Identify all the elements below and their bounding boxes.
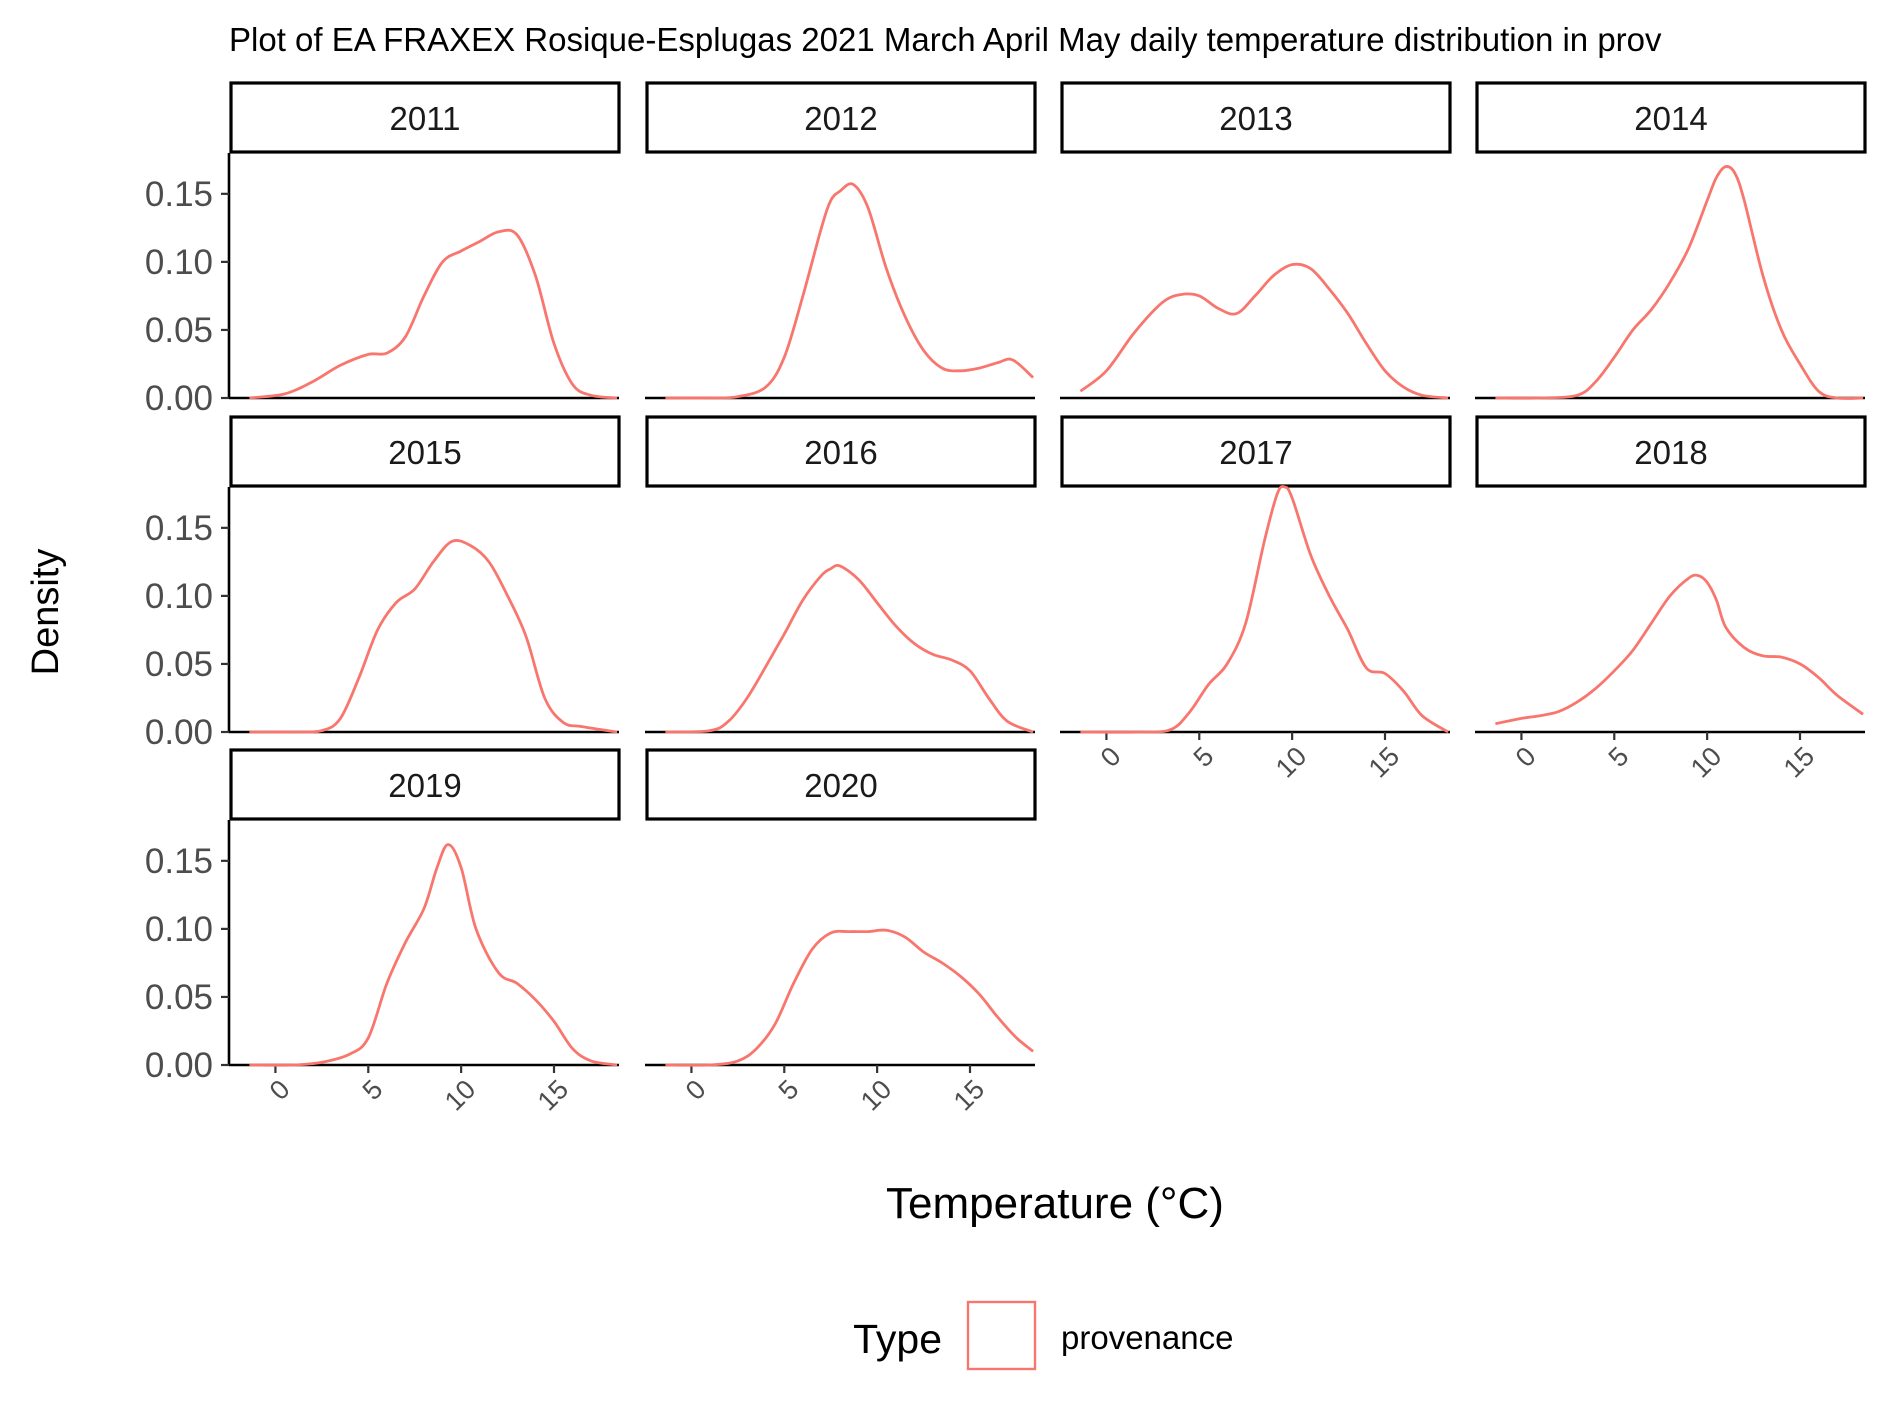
density-line-2014 bbox=[1495, 165, 1864, 400]
x-tick-label: 10 bbox=[439, 1074, 481, 1116]
facet-strip-label: 2011 bbox=[390, 100, 461, 137]
facet-strip-label: 2017 bbox=[1219, 434, 1292, 471]
density-line-2020 bbox=[665, 928, 1035, 1067]
x-tick-label: 5 bbox=[357, 1074, 389, 1106]
facet-strip bbox=[229, 748, 621, 821]
facet-panel-2016: 2016 bbox=[645, 415, 1037, 734]
facet-strip-label: 2013 bbox=[1219, 100, 1292, 137]
facet-strip-label: 2019 bbox=[388, 767, 461, 804]
y-tick-label: 0.15 bbox=[145, 509, 213, 548]
facet-strip-label: 2018 bbox=[1634, 434, 1707, 471]
legend-title: Type bbox=[853, 1316, 942, 1362]
density-line-2011 bbox=[249, 228, 618, 400]
x-tick-label: 15 bbox=[948, 1074, 990, 1116]
y-tick-label: 0.10 bbox=[145, 243, 213, 282]
y-tick-label: 0.05 bbox=[145, 978, 213, 1017]
x-tick-label: 5 bbox=[1188, 741, 1220, 773]
y-tick-label: 0.05 bbox=[145, 311, 213, 350]
facet-strip-label: 2015 bbox=[388, 434, 461, 471]
facet-panel-2019: 2019 0.00 0.05 0.10 0.15 0 5 10 15 bbox=[145, 748, 621, 1116]
legend: Type provenance bbox=[853, 1300, 1233, 1371]
y-axis-label: Density bbox=[25, 549, 67, 676]
facet-strip bbox=[229, 415, 621, 488]
facet-panels: 2011 0.00 0.05 0.10 0.15 2012 2013 2014 2015 0.00… bbox=[145, 81, 1867, 1116]
facet-panel-2017: 2017 0 5 10 15 bbox=[1060, 415, 1452, 783]
x-tick-label: 15 bbox=[532, 1074, 574, 1116]
chart-title: Plot of EA FRAXEX Rosique-Esplugas 2021 … bbox=[229, 21, 1662, 58]
facet-strip bbox=[1475, 81, 1867, 154]
density-line-2015 bbox=[249, 539, 618, 734]
density-line-2017 bbox=[1080, 485, 1449, 734]
x-axis-label: Temperature (°C) bbox=[886, 1179, 1224, 1228]
y-tick-label: 0.05 bbox=[145, 645, 213, 684]
x-tick-label: 5 bbox=[773, 1074, 805, 1106]
x-tick-label: 10 bbox=[855, 1074, 897, 1116]
y-tick-label: 0.10 bbox=[145, 577, 213, 616]
density-line-2016 bbox=[665, 563, 1034, 734]
x-tick-label: 10 bbox=[1270, 741, 1312, 783]
x-tick-label: 15 bbox=[1778, 741, 1820, 783]
y-tick-label: 0.00 bbox=[145, 379, 213, 418]
facet-strip-label: 2020 bbox=[804, 767, 877, 804]
x-tick-label: 10 bbox=[1685, 741, 1727, 783]
x-tick-label: 0 bbox=[680, 1074, 712, 1106]
density-line-2012 bbox=[665, 182, 1035, 400]
x-tick-label: 0 bbox=[1510, 741, 1542, 773]
y-tick-label: 0.15 bbox=[145, 842, 213, 881]
y-tick-label: 0.00 bbox=[145, 713, 213, 752]
y-tick-label: 0.00 bbox=[145, 1046, 213, 1085]
x-tick-label: 15 bbox=[1363, 741, 1405, 783]
facet-panel-2015: 2015 0.00 0.05 0.10 0.15 bbox=[145, 415, 621, 752]
density-line-2013 bbox=[1079, 262, 1449, 400]
legend-entry-provenance: provenance bbox=[1061, 1319, 1233, 1356]
density-line-2019 bbox=[249, 843, 618, 1067]
facet-strip bbox=[645, 81, 1037, 154]
facet-strip-label: 2014 bbox=[1634, 100, 1707, 137]
y-tick-label: 0.15 bbox=[145, 175, 213, 214]
density-line-2018 bbox=[1495, 573, 1864, 726]
facet-strip bbox=[1060, 81, 1452, 154]
facet-panel-2011: 2011 0.00 0.05 0.10 0.15 bbox=[145, 81, 621, 418]
x-tick-label: 5 bbox=[1603, 741, 1635, 773]
facet-strip bbox=[1475, 415, 1867, 488]
x-tick-label: 0 bbox=[1095, 741, 1127, 773]
facet-panel-2020: 2020 0 5 10 15 bbox=[645, 748, 1037, 1116]
facet-panel-2012: 2012 bbox=[645, 81, 1037, 400]
facet-strip bbox=[229, 81, 621, 154]
facet-strip bbox=[645, 415, 1037, 488]
facet-strip-label: 2012 bbox=[804, 100, 877, 137]
facet-strip-label: 2016 bbox=[804, 434, 877, 471]
facet-strip bbox=[1060, 415, 1452, 488]
facet-panel-2013: 2013 bbox=[1060, 81, 1452, 400]
facet-panel-2014: 2014 bbox=[1475, 81, 1867, 400]
y-tick-label: 0.10 bbox=[145, 910, 213, 949]
legend-key-provenance bbox=[966, 1300, 1037, 1371]
x-tick-label: 0 bbox=[264, 1074, 296, 1106]
facet-strip bbox=[645, 748, 1037, 821]
facet-panel-2018: 2018 0 5 10 15 bbox=[1475, 415, 1867, 783]
